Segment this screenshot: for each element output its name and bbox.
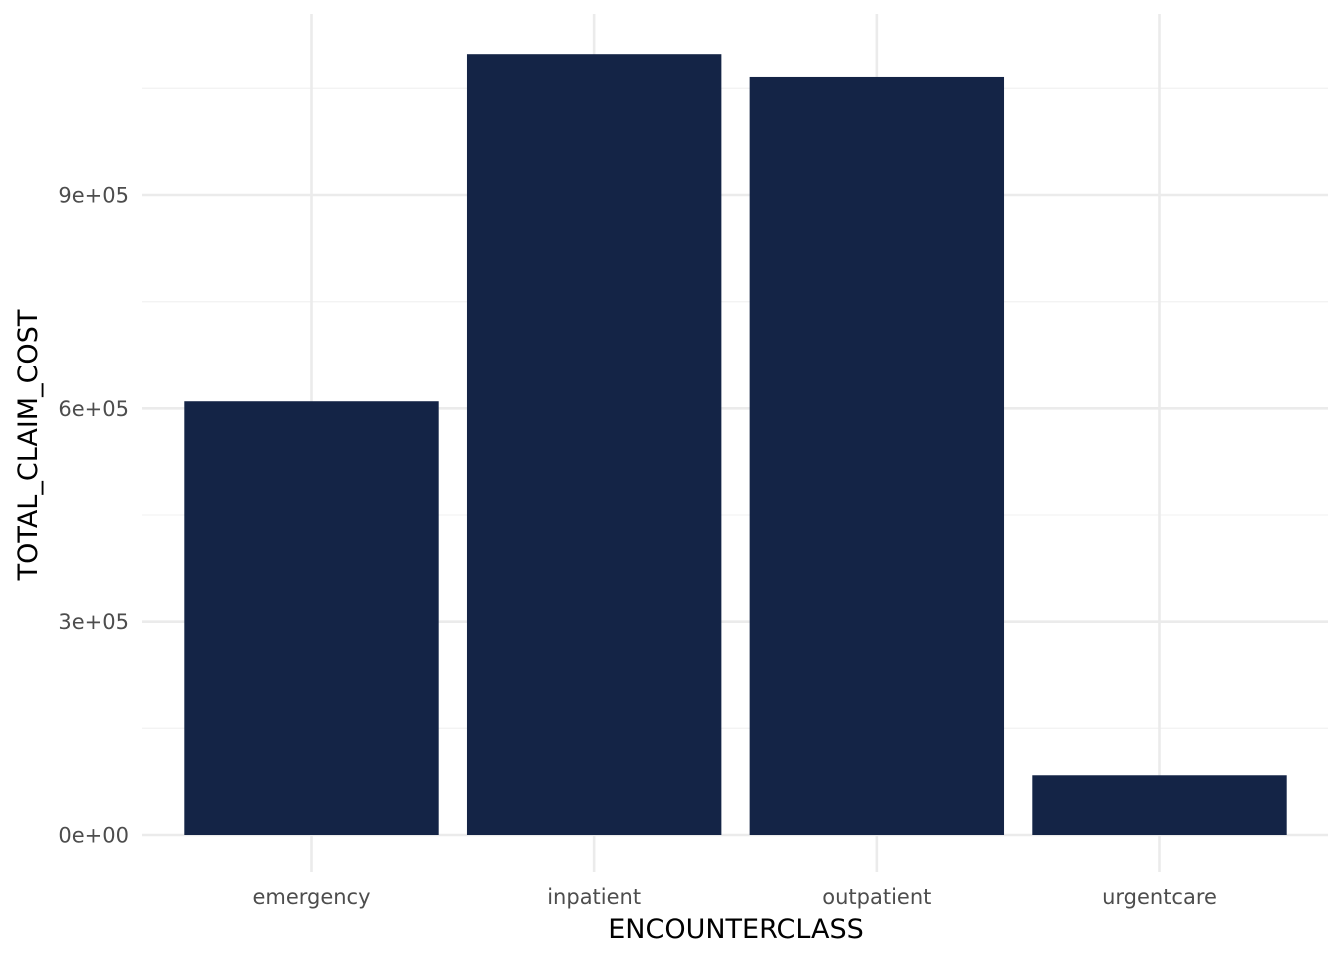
bar-emergency — [184, 401, 439, 835]
x-axis-title: ENCOUNTERCLASS — [608, 914, 864, 945]
bar-outpatient — [749, 76, 1005, 835]
bar-urgentcare — [1032, 775, 1287, 835]
y-axis-title: TOTAL_CLAIM_COST — [13, 309, 44, 581]
x-tick-label: emergency — [252, 885, 370, 909]
y-tick-label: 9e+05 — [58, 184, 129, 208]
x-tick-label: urgentcare — [1102, 885, 1217, 909]
bar-layer — [184, 54, 1287, 835]
bar-inpatient — [466, 54, 722, 835]
y-tick-label: 0e+00 — [58, 824, 129, 848]
y-tick-label: 6e+05 — [58, 397, 129, 421]
x-tick-label: outpatient — [822, 885, 931, 909]
y-tick-label: 3e+05 — [58, 610, 129, 634]
x-tick-label: inpatient — [547, 885, 641, 909]
tick-label-layer: 0e+00 3e+05 6e+05 9e+05 emergency inpatient ou… — [58, 184, 1217, 910]
